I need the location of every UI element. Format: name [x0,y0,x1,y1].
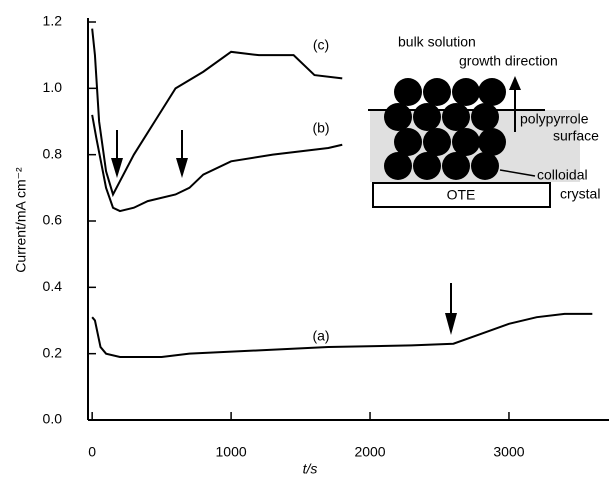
series-label: (b) [312,120,329,136]
series-label: (a) [312,328,329,344]
y-tick-label: 0.6 [43,212,63,228]
x-axis-label: t/s [303,461,318,477]
x-tick-label: 3000 [493,444,524,460]
data-line [91,312,593,358]
data-line [91,114,343,213]
inset-label: OTE [447,187,476,203]
inset-label: surface [553,128,599,144]
data-line [91,28,343,198]
x-tick-label: 1000 [216,444,247,460]
inset-label: crystal [560,186,600,202]
pointer [499,169,536,177]
inset-label: colloidal [537,167,588,183]
inset: bulk solution growth direction polypyrro… [368,34,600,208]
series-label: (c) [313,37,329,53]
y-tick-label: 0.2 [43,344,63,360]
y-tick-label: 1.0 [43,79,63,95]
inset-label: polypyrrole [520,111,589,127]
y-axis-label: Current/mA cm⁻² [13,167,29,273]
y-tick-label: 0.4 [43,278,63,294]
y-tick-label: 1.2 [43,13,63,29]
y-tick-label: 0.8 [43,145,63,161]
y-tick-label: 0.0 [43,411,63,427]
inset-label: growth direction [459,53,558,69]
growth-arrow-head [509,76,521,90]
arrows [111,130,457,335]
x-tick-label: 0 [88,444,96,460]
x-tick-label: 2000 [354,444,385,460]
ote-box [372,182,551,208]
inset-label: bulk solution [398,34,476,50]
